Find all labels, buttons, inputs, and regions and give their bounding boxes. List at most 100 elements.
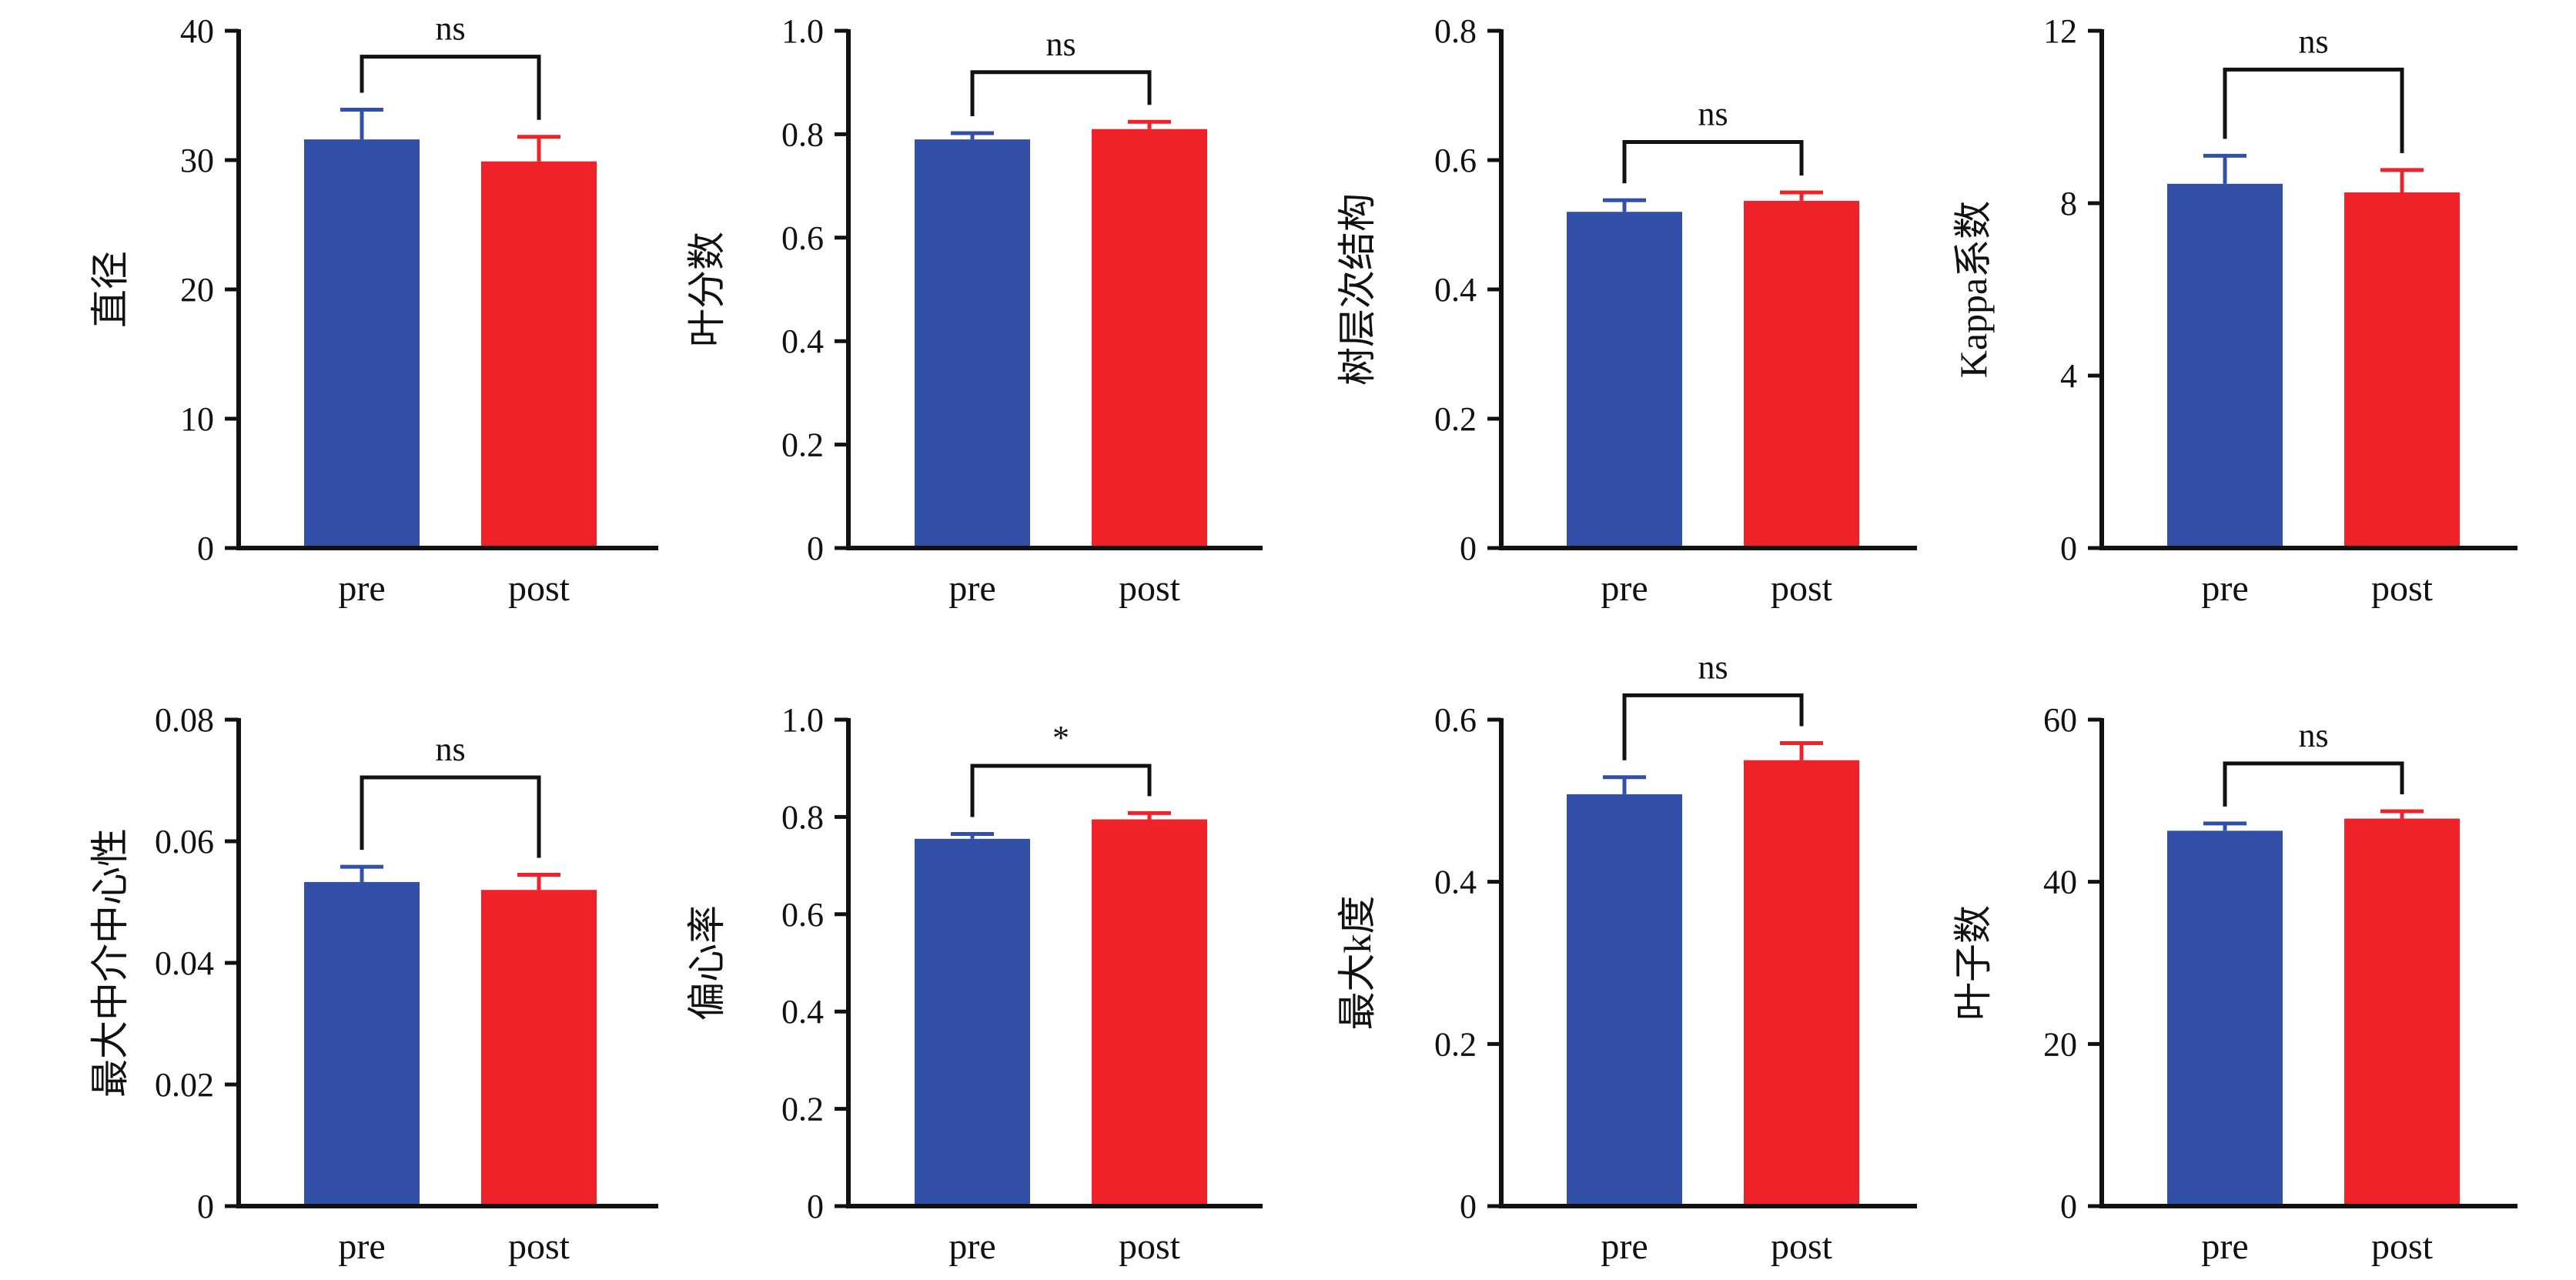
y-tick-label: 0.6 <box>1434 701 1477 739</box>
bar-post <box>481 890 597 1206</box>
significance-label: ns <box>435 730 465 768</box>
x-category-label: post <box>1119 1226 1181 1267</box>
error-bar <box>2380 809 2424 819</box>
error-bar <box>1780 190 1823 201</box>
y-tick-label: 0 <box>197 530 214 567</box>
y-tick-label: 40 <box>180 12 214 50</box>
error-bar <box>340 107 383 140</box>
bar-pre <box>915 139 1030 548</box>
significance-bracket <box>970 764 1152 817</box>
error-bar <box>2203 821 2246 831</box>
y-tick-label: 30 <box>180 142 214 179</box>
y-axis-title: 最大中介中心性 <box>89 828 132 1098</box>
x-category-label: post <box>2371 1226 2434 1267</box>
y-axis-title: 叶分数 <box>685 232 728 347</box>
y-tick-label: 1.0 <box>781 701 824 739</box>
x-category-label: pre <box>1601 1226 1648 1267</box>
x-category-label: pre <box>948 568 995 609</box>
y-tick-label: 8 <box>2060 185 2077 222</box>
y-tick-label: 10 <box>180 400 214 438</box>
bar-chart-panel: 0 20 40 60 pre post 叶子数 ns <box>1952 701 2517 1267</box>
y-tick-label: 20 <box>180 271 214 309</box>
x-category-label: pre <box>2201 568 2248 609</box>
y-tick-label: 0 <box>1460 530 1477 567</box>
y-tick-label: 1.0 <box>781 12 824 50</box>
x-category-label: pre <box>1601 568 1648 609</box>
y-tick-label: 0 <box>807 530 824 567</box>
error-bar <box>2203 153 2246 184</box>
bar-post <box>2344 192 2460 548</box>
bar-chart-panel: 0 4 8 12 pre post Kappa系数 ns <box>1952 12 2517 609</box>
bar-post <box>1744 760 1859 1206</box>
x-category-label: post <box>2371 568 2434 609</box>
error-bar <box>1128 119 1171 129</box>
bar-chart-panel: 0 0.02 0.04 0.06 0.08 pre post 最大中介中心性 ns <box>89 701 658 1267</box>
bar-pre <box>304 881 420 1206</box>
y-tick-label: 0 <box>2060 1188 2077 1225</box>
y-tick-label: 60 <box>2043 701 2077 739</box>
error-bar <box>340 864 383 882</box>
significance-bracket <box>360 775 541 858</box>
bar-post <box>1092 129 1207 548</box>
error-bar <box>517 872 560 891</box>
error-bar <box>2380 168 2424 192</box>
bar-post <box>1092 819 1207 1206</box>
bar-pre <box>2167 830 2283 1206</box>
y-tick-label: 0 <box>197 1188 214 1225</box>
error-bar <box>951 832 994 839</box>
y-tick-label: 40 <box>2043 864 2077 901</box>
bar-pre <box>2167 183 2283 549</box>
bar-post <box>481 161 597 548</box>
y-axis-title: 叶子数 <box>1952 905 1995 1021</box>
y-tick-label: 0 <box>2060 530 2077 567</box>
bar-post <box>2344 818 2460 1206</box>
error-bar <box>1603 198 1646 212</box>
significance-label: ns <box>2298 22 2328 60</box>
significance-label: * <box>1052 719 1069 757</box>
significance-bracket <box>1622 139 1804 184</box>
y-tick-label: 0.4 <box>781 993 824 1031</box>
x-category-label: post <box>1119 568 1181 609</box>
significance-bracket <box>2223 67 2404 153</box>
y-tick-label: 0.4 <box>1434 271 1477 309</box>
error-bar <box>517 135 560 162</box>
error-bar <box>1780 741 1823 760</box>
x-category-label: post <box>508 1226 570 1267</box>
significance-bracket <box>970 70 1152 117</box>
y-axis-title: 直径 <box>89 251 132 328</box>
y-tick-label: 0.6 <box>781 896 824 934</box>
significance-label: ns <box>1045 25 1076 63</box>
significance-label: ns <box>2298 717 2328 754</box>
bar-chart-panel: 0 0.2 0.4 0.6 0.8 1.0 pre post 叶分数 ns <box>685 12 1263 609</box>
y-tick-label: 0.2 <box>781 1091 824 1128</box>
y-tick-label: 0.4 <box>781 323 824 360</box>
y-tick-label: 0.8 <box>781 798 824 836</box>
bar-pre <box>915 838 1030 1206</box>
x-category-label: post <box>1771 1226 1833 1267</box>
error-bar <box>1128 810 1171 820</box>
significance-label: ns <box>1698 95 1728 132</box>
bar-pre <box>1567 212 1682 548</box>
x-category-label: pre <box>338 568 385 609</box>
y-tick-label: 0.02 <box>155 1066 214 1104</box>
x-category-label: pre <box>2201 1226 2248 1267</box>
y-tick-label: 0.04 <box>155 944 214 982</box>
y-tick-label: 0.2 <box>1434 400 1477 438</box>
bar-chart-panel: 0 0.2 0.4 0.6 0.8 pre post 树层次结构 ns <box>1336 12 1917 609</box>
y-axis-title: Kappa系数 <box>1952 201 1995 379</box>
y-tick-label: 0 <box>807 1188 824 1225</box>
significance-bracket <box>1622 693 1804 760</box>
bar-pre <box>304 139 420 548</box>
x-category-label: pre <box>948 1226 995 1267</box>
y-axis-title: 偏心率 <box>685 905 728 1021</box>
bar-chart-panel: 0 0.2 0.4 0.6 0.8 1.0 pre post 偏心率 * <box>685 701 1263 1267</box>
y-tick-label: 20 <box>2043 1025 2077 1063</box>
bar-pre <box>1567 794 1682 1206</box>
significance-label: ns <box>1698 648 1728 686</box>
y-axis-title: 树层次结构 <box>1336 193 1379 386</box>
y-tick-label: 0.08 <box>155 701 214 739</box>
error-bar <box>1603 775 1646 794</box>
significance-bracket <box>360 55 541 120</box>
